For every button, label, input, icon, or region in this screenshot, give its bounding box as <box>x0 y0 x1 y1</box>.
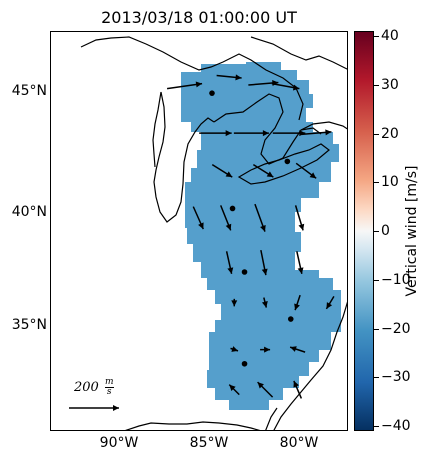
atlantic-coast <box>273 301 347 430</box>
colorbar-tick-label: −30 <box>381 369 411 386</box>
reference-vector-magnitude: 200 <box>74 380 99 395</box>
lake-ontario-coast <box>300 121 347 131</box>
colorbar-tick-mark <box>374 377 379 379</box>
reference-vector-arrow <box>69 405 119 411</box>
colorbar-tick-mark <box>374 84 379 86</box>
wind-vector-arrow <box>296 251 304 275</box>
colorbar-tick-mark <box>374 279 379 281</box>
map-area[interactable] <box>50 31 348 431</box>
lat-label-35: 35°N <box>11 317 47 333</box>
lake-michigan-west-coast <box>152 91 162 168</box>
wind-vectors <box>166 74 335 399</box>
station-marker <box>229 205 236 212</box>
colorbar-tick-mark <box>374 231 379 232</box>
wind-vector-arrow <box>216 74 242 81</box>
station-marker <box>241 360 248 367</box>
reference-vector-unit-den: s <box>106 387 112 397</box>
colorbar-tick-label: 40 <box>381 28 399 44</box>
colorbar-tick-label: 10 <box>381 174 399 191</box>
stations <box>209 90 294 367</box>
wind-vector-arrow <box>199 130 232 137</box>
station-marker <box>209 90 215 96</box>
florida-coast <box>265 407 278 430</box>
upper-peninsula-coast <box>80 36 304 121</box>
wind-vector-arrow <box>231 298 238 307</box>
reference-arrow <box>69 405 119 411</box>
lat-label-40: 40°N <box>11 204 47 220</box>
colorbar-tick-mark <box>374 36 379 37</box>
wind-vector-arrow <box>254 203 266 232</box>
wind-vector-arrow <box>230 346 239 352</box>
station-marker <box>241 269 248 275</box>
colorbar-tick-label: 30 <box>381 76 399 93</box>
gulf-coast <box>125 421 261 430</box>
wind-vector-arrow <box>294 294 301 311</box>
wind-vector-arrow <box>272 130 306 137</box>
colorbar-tick-label: −20 <box>381 320 411 337</box>
lon-label-80: 80°W <box>279 435 319 451</box>
colorbar <box>354 31 374 431</box>
station-marker <box>287 316 294 322</box>
map-canvas <box>69 36 347 430</box>
wind-vector-arrow <box>289 346 306 353</box>
lon-label-90: 90°W <box>99 435 139 451</box>
colorbar-tick-mark <box>374 426 379 427</box>
wind-vector-arrow <box>252 163 274 178</box>
vertical-wind-field <box>181 62 341 410</box>
colorbar-tick-label: −40 <box>381 418 411 434</box>
wind-vector-arrow <box>325 295 335 310</box>
lake-erie-coast <box>237 143 330 185</box>
reference-vector-label: 200 m s <box>74 378 114 397</box>
colorbar-title: Vertical wind [m/s] <box>404 165 420 297</box>
colorbar-tick-label: 0 <box>381 223 390 239</box>
lake-huron-coast <box>213 93 322 165</box>
wind-vector-arrow <box>261 297 268 308</box>
wind-vector-arrow <box>293 380 303 399</box>
station-marker <box>284 158 291 165</box>
map-title: 2013/03/18 01:00:00 UT <box>101 8 297 27</box>
wind-vector-arrow <box>260 249 268 276</box>
wind-vector-arrow <box>295 162 317 179</box>
vertical-wind-region <box>181 62 341 410</box>
wind-vector-arrow <box>257 381 274 398</box>
lon-label-85: 85°W <box>189 435 229 451</box>
colorbar-tick-label: 20 <box>381 125 399 142</box>
wind-vector-arrow <box>271 82 300 91</box>
wind-vector-arrow <box>211 163 233 178</box>
wind-vector-arrow <box>225 251 234 275</box>
wind-vector-arrow <box>228 384 240 396</box>
wind-vector-arrow <box>233 130 269 137</box>
wind-vector-arrow <box>260 346 271 353</box>
colorbar-tick-label: −10 <box>381 271 411 288</box>
lake-superior-coast <box>250 36 347 70</box>
reference-vector-unit-num: m <box>104 377 114 388</box>
wind-vector-arrow <box>166 81 203 90</box>
wind-vector-arrow <box>301 129 332 136</box>
wind-vector-arrow <box>294 205 305 231</box>
colorbar-tick-mark <box>374 328 379 330</box>
colorbar-tick-mark <box>374 133 379 135</box>
coastlines <box>80 36 347 430</box>
wind-vector-arrow <box>219 205 232 231</box>
lake-michigan-coast <box>153 91 215 223</box>
wind-vector-arrow <box>192 206 204 230</box>
colorbar-tick-mark <box>374 182 379 184</box>
lat-label-45: 45°N <box>11 83 47 99</box>
